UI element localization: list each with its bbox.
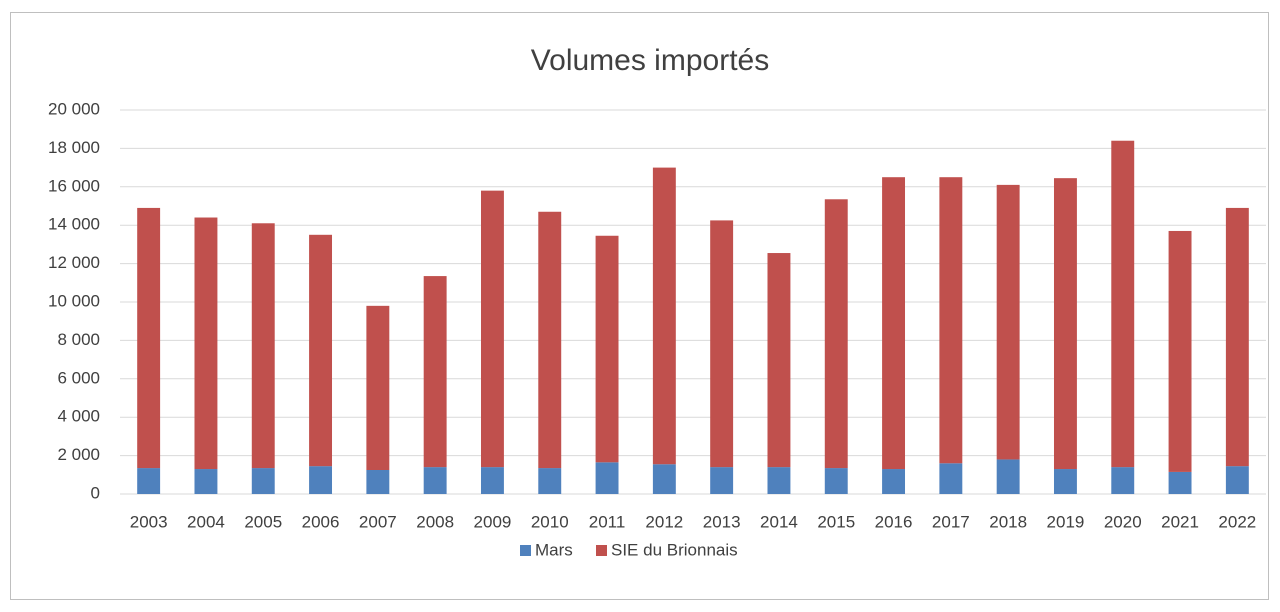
y-tick-label: 10 000 xyxy=(48,291,100,310)
bar-segment xyxy=(366,305,390,470)
legend-swatch xyxy=(596,545,607,556)
x-tick-label: 2014 xyxy=(760,512,798,531)
y-tick-label: 12 000 xyxy=(48,253,100,272)
x-tick-label: 2017 xyxy=(932,512,970,531)
legend-label: SIE du Brionnais xyxy=(611,540,738,559)
bar-segment xyxy=(480,467,504,494)
x-tick-label: 2018 xyxy=(989,512,1027,531)
x-tick-label: 2020 xyxy=(1104,512,1142,531)
bar-segment xyxy=(1053,178,1077,470)
bar-segment xyxy=(251,223,275,469)
bar-segment xyxy=(1168,471,1192,494)
y-tick-label: 20 000 xyxy=(48,99,100,118)
x-tick-label: 2012 xyxy=(645,512,683,531)
bar-segment xyxy=(251,468,275,494)
x-tick-label: 2003 xyxy=(130,512,168,531)
bar-segment xyxy=(1225,207,1249,467)
x-tick-label: 2021 xyxy=(1161,512,1199,531)
x-tick-label: 2015 xyxy=(817,512,855,531)
bar-segment xyxy=(824,468,848,494)
x-tick-label: 2019 xyxy=(1047,512,1085,531)
bar-segment xyxy=(939,463,963,494)
bar-segment xyxy=(137,207,161,469)
bar-segment xyxy=(939,177,963,464)
legend-label: Mars xyxy=(535,540,573,559)
chart-title: Volumes importés xyxy=(531,44,769,77)
bar-segment xyxy=(423,467,447,494)
bar-segment xyxy=(824,199,848,469)
y-tick-label: 4 000 xyxy=(57,407,100,426)
y-tick-label: 0 xyxy=(91,483,100,502)
x-tick-label: 2008 xyxy=(416,512,454,531)
bar-segment xyxy=(710,467,734,494)
bar-segment xyxy=(309,466,333,494)
bar-segment xyxy=(767,467,791,494)
bar-segment xyxy=(652,464,676,494)
bar-segment xyxy=(767,253,791,468)
bar-segment xyxy=(1111,467,1135,494)
bar-segment xyxy=(423,276,447,468)
bar-segment xyxy=(1168,230,1192,472)
x-tick-label: 2022 xyxy=(1218,512,1256,531)
x-tick-label: 2004 xyxy=(187,512,225,531)
y-tick-label: 6 000 xyxy=(57,368,100,387)
bar-segment xyxy=(1111,140,1135,468)
bar-segment xyxy=(595,462,619,494)
bar-segment xyxy=(137,468,161,494)
bar-segment xyxy=(652,167,676,465)
x-tick-label: 2013 xyxy=(703,512,741,531)
bar-segment xyxy=(309,234,333,467)
bar-segment xyxy=(1053,469,1077,494)
bar-segment xyxy=(882,469,906,494)
y-tick-label: 14 000 xyxy=(48,215,100,234)
bar-segment xyxy=(366,470,390,494)
y-tick-label: 8 000 xyxy=(57,330,100,349)
x-tick-label: 2010 xyxy=(531,512,569,531)
bar-segment xyxy=(996,459,1020,494)
bar-segment xyxy=(1225,466,1249,494)
x-tick-label: 2009 xyxy=(474,512,512,531)
bar-segment xyxy=(194,217,218,470)
bar-segment xyxy=(538,211,562,469)
bar-segment xyxy=(882,177,906,470)
bar-segment xyxy=(710,220,734,468)
y-tick-label: 16 000 xyxy=(48,176,100,195)
bar-segment xyxy=(194,469,218,494)
bar-segment xyxy=(538,468,562,494)
bar-segment xyxy=(996,184,1020,460)
bar-segment xyxy=(480,190,504,468)
x-tick-label: 2005 xyxy=(244,512,282,531)
x-tick-label: 2006 xyxy=(302,512,340,531)
bar-segment xyxy=(595,235,619,463)
legend-swatch xyxy=(520,545,531,556)
x-tick-label: 2007 xyxy=(359,512,397,531)
x-tick-label: 2016 xyxy=(875,512,913,531)
x-tick-label: 2011 xyxy=(589,512,626,531)
y-tick-label: 2 000 xyxy=(57,445,100,464)
y-tick-label: 18 000 xyxy=(48,138,100,157)
